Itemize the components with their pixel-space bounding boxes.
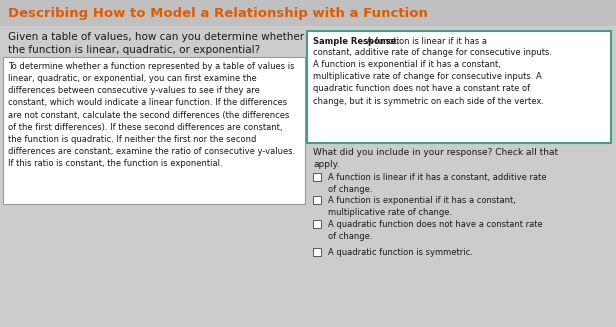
Text: To determine whether a function represented by a table of values is
linear, quad: To determine whether a function represen… xyxy=(8,62,295,168)
Text: A function is linear if it has a constant, additive rate
of change.: A function is linear if it has a constan… xyxy=(328,173,546,194)
FancyBboxPatch shape xyxy=(3,57,305,204)
Text: A quadratic function is symmetric.: A quadratic function is symmetric. xyxy=(328,248,473,257)
Text: Given a table of values, how can you determine whether
the function is linear, q: Given a table of values, how can you det… xyxy=(8,32,304,55)
FancyBboxPatch shape xyxy=(313,196,322,204)
Bar xyxy=(0,0,616,26)
FancyBboxPatch shape xyxy=(313,173,322,181)
Text: A function is exponential if it has a constant,
multiplicative rate of change.: A function is exponential if it has a co… xyxy=(328,196,516,217)
FancyBboxPatch shape xyxy=(307,31,611,143)
Text: constant, additive rate of change for consecutive inputs.
A function is exponent: constant, additive rate of change for co… xyxy=(313,48,552,106)
Text: A function is linear if it has a: A function is linear if it has a xyxy=(364,37,487,46)
Text: What did you include in your response? Check all that
apply.: What did you include in your response? C… xyxy=(313,148,558,169)
Text: Describing How to Model a Relationship with a Function: Describing How to Model a Relationship w… xyxy=(8,7,428,20)
FancyBboxPatch shape xyxy=(313,248,322,256)
Text: A quadratic function does not have a constant rate
of change.: A quadratic function does not have a con… xyxy=(328,220,543,241)
FancyBboxPatch shape xyxy=(313,220,322,228)
Text: Sample Response:: Sample Response: xyxy=(313,37,400,46)
